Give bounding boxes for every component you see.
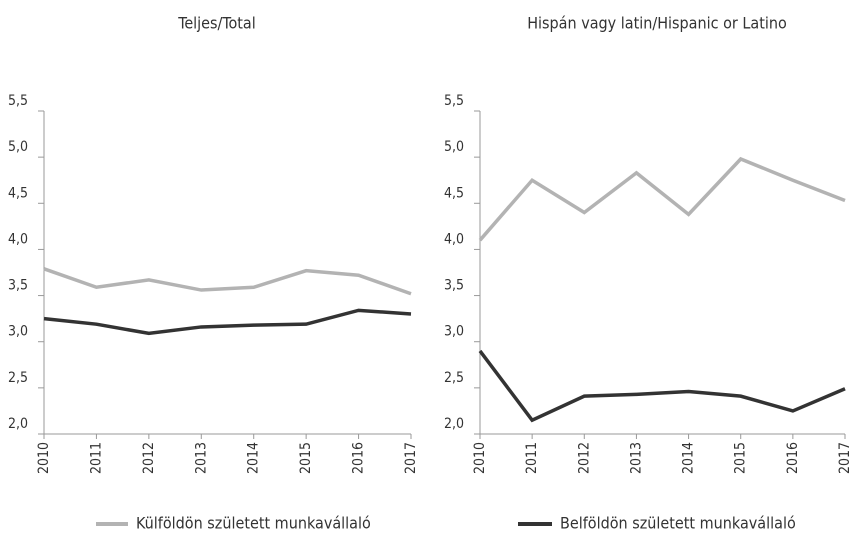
x-tick-label: 2013 [628,442,644,474]
x-tick-label: 2012 [576,442,592,474]
series-line [43,267,412,296]
x-tick-label: 2011 [88,442,104,474]
x-tick-label: 2011 [524,442,540,474]
x-tick-label: 2012 [141,442,157,474]
x-tick-label: 2017 [403,442,419,474]
y-tick-label: 2,5 [444,370,464,386]
x-tick-label: 2010 [36,442,52,474]
series-line [478,156,846,242]
y-tick-label: 3,5 [8,278,28,294]
x-tick-label: 2016 [351,442,367,474]
y-tick-label: 5,5 [444,93,464,109]
y-tick-label: 2,0 [8,416,28,432]
x-tick-label: 2010 [472,442,488,474]
y-tick-label: 4,0 [8,231,28,247]
chart-title: Teljes/Total [177,14,255,33]
y-tick-label: 4,5 [444,185,464,201]
y-tick-label: 5,0 [444,139,464,155]
y-tick-label: 4,0 [444,231,464,247]
x-tick-label: 2015 [298,442,314,474]
y-tick-label: 3,5 [444,278,464,294]
series-line [478,349,846,423]
y-tick-label: 4,5 [8,185,28,201]
x-tick-label: 2017 [837,442,853,474]
x-tick-label: 2014 [246,442,262,474]
legend-label: Külföldön született munkavállaló [136,514,371,533]
y-tick-label: 3,0 [444,324,464,340]
x-tick-label: 2016 [785,442,801,474]
series-line [43,308,412,336]
y-tick-label: 5,0 [8,139,28,155]
y-tick-label: 3,0 [8,324,28,340]
y-tick-label: 2,5 [8,370,28,386]
x-tick-label: 2013 [193,442,209,474]
x-tick-label: 2014 [681,442,697,474]
y-tick-label: 2,0 [444,416,464,432]
x-tick-label: 2015 [733,442,749,474]
y-tick-label: 5,5 [8,93,28,109]
legend-label: Belföldön született munkavállaló [560,514,796,533]
chart-title: Hispán vagy latin/Hispanic or Latino [527,14,787,33]
